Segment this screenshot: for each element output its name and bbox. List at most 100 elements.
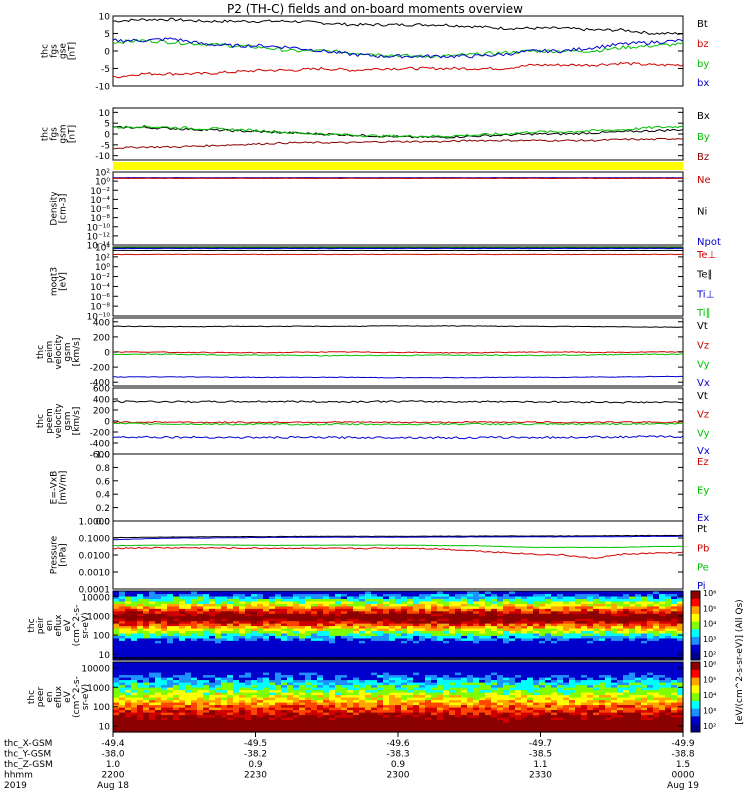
spectrogram-cell bbox=[215, 647, 222, 651]
spectrogram-cell bbox=[521, 591, 528, 595]
spectrogram-cell bbox=[389, 709, 396, 713]
spectrogram-cell bbox=[173, 712, 180, 716]
spectrogram-cell bbox=[665, 610, 672, 614]
spectrogram-cell bbox=[317, 623, 324, 627]
spectrogram-cell bbox=[521, 623, 528, 627]
spectrogram-cell bbox=[545, 632, 552, 636]
spectrogram-cell bbox=[359, 699, 366, 703]
spectrogram-cell bbox=[473, 618, 480, 622]
spectrogram-cell bbox=[269, 704, 276, 708]
spectrogram-cell bbox=[329, 702, 336, 706]
spectrogram-cell bbox=[113, 712, 120, 716]
spectrogram-cell bbox=[551, 605, 558, 609]
spectrogram-cell bbox=[539, 650, 546, 654]
spectrogram-cell bbox=[353, 722, 360, 726]
spectrogram-cell bbox=[311, 652, 318, 656]
spectrogram-cell bbox=[617, 637, 624, 641]
spectrogram-cell bbox=[461, 645, 468, 649]
spectrogram-cell bbox=[509, 655, 516, 659]
spectrogram-cell bbox=[509, 702, 516, 706]
spectrogram-cell bbox=[419, 717, 426, 721]
spectrogram-cell bbox=[425, 618, 432, 622]
spectrogram-cell bbox=[671, 615, 678, 619]
spectrogram-cell bbox=[329, 719, 336, 723]
spectrogram-cell bbox=[263, 677, 270, 681]
spectrogram-cell bbox=[179, 625, 186, 629]
spectrogram-cell bbox=[221, 707, 228, 711]
spectrogram-cell bbox=[305, 714, 312, 718]
spectrogram-cell bbox=[455, 642, 462, 646]
spectrogram-cell bbox=[431, 669, 438, 673]
spectrogram-cell bbox=[317, 677, 324, 681]
spectrogram-cell bbox=[359, 672, 366, 676]
spectrogram-cell bbox=[473, 704, 480, 708]
spectrogram-cell bbox=[437, 608, 444, 612]
spectrogram-cell bbox=[173, 618, 180, 622]
spectrogram-cell bbox=[335, 669, 342, 673]
spectrogram-cell bbox=[485, 677, 492, 681]
spectrogram-cell bbox=[383, 635, 390, 639]
spectrogram-cell bbox=[413, 729, 420, 733]
spectrogram-cell bbox=[119, 727, 126, 731]
spectrogram-cell bbox=[137, 657, 144, 661]
spectrogram-cell bbox=[221, 627, 228, 632]
spectrogram-cell bbox=[137, 707, 144, 711]
spectrogram-cell bbox=[287, 640, 294, 644]
spectrogram-cell bbox=[137, 595, 144, 599]
spectrogram-cell bbox=[119, 722, 126, 726]
spectrogram-cell bbox=[515, 664, 522, 668]
spectrogram-cell bbox=[167, 727, 174, 731]
spectrogram-cell bbox=[413, 704, 420, 708]
spectrogram-cell bbox=[227, 694, 234, 698]
spectrogram-cell bbox=[395, 662, 402, 666]
spectrogram-cell bbox=[599, 615, 606, 619]
spectrogram-cell bbox=[275, 679, 282, 683]
spectrogram-cell bbox=[353, 613, 360, 617]
spectrogram-cell bbox=[533, 657, 540, 661]
spectrogram-cell bbox=[239, 702, 246, 706]
spectrogram-cell bbox=[365, 669, 372, 673]
spectrogram-cell bbox=[305, 630, 312, 634]
spectrogram-cell bbox=[353, 605, 360, 609]
y-tick-label: 200 bbox=[93, 333, 110, 343]
spectrogram-cell bbox=[287, 699, 294, 703]
spectrogram-cell bbox=[521, 608, 528, 612]
spectrogram-cell bbox=[431, 702, 438, 706]
spectrogram-cell bbox=[557, 603, 564, 607]
spectrogram-cell bbox=[617, 657, 624, 661]
spectrogram-cell bbox=[635, 600, 642, 604]
spectrogram-cell bbox=[317, 714, 324, 718]
spectrogram-cell bbox=[605, 637, 612, 641]
spectrogram-cell bbox=[263, 692, 270, 696]
spectrogram-cell bbox=[341, 709, 348, 713]
spectrogram-cell bbox=[125, 707, 132, 711]
spectrogram-cell bbox=[461, 598, 468, 602]
spectrogram-cell bbox=[629, 605, 636, 609]
spectrogram-cell bbox=[677, 635, 684, 639]
y-tick-label: 10 bbox=[99, 651, 111, 661]
spectrogram-cell bbox=[281, 615, 288, 619]
spectrogram-cell bbox=[239, 595, 246, 599]
spectrogram-cell bbox=[623, 623, 630, 627]
spectrogram-cell bbox=[515, 684, 522, 688]
spectrogram-cell bbox=[173, 642, 180, 646]
spectrogram-cell bbox=[173, 593, 180, 597]
spectrogram-cell bbox=[347, 593, 354, 597]
spectrogram-cell bbox=[137, 593, 144, 597]
spectrogram-cell bbox=[113, 642, 120, 646]
spectrogram-cell bbox=[515, 647, 522, 651]
spectrogram-cell bbox=[131, 598, 138, 602]
spectrogram-cell bbox=[647, 630, 654, 634]
spectrogram-cell bbox=[485, 662, 492, 666]
spectrogram-cell bbox=[389, 722, 396, 726]
spectrogram-cell bbox=[551, 642, 558, 646]
spectrogram-cell bbox=[647, 652, 654, 656]
spectrogram-cell bbox=[599, 618, 606, 622]
spectrogram-cell bbox=[545, 635, 552, 639]
spectrogram-cell bbox=[401, 662, 408, 666]
spectrogram-cell bbox=[491, 714, 498, 718]
spectrogram-cell bbox=[161, 689, 168, 693]
spectrogram-cell bbox=[665, 642, 672, 646]
spectrogram-cell bbox=[359, 598, 366, 602]
spectrogram-cell bbox=[515, 637, 522, 641]
